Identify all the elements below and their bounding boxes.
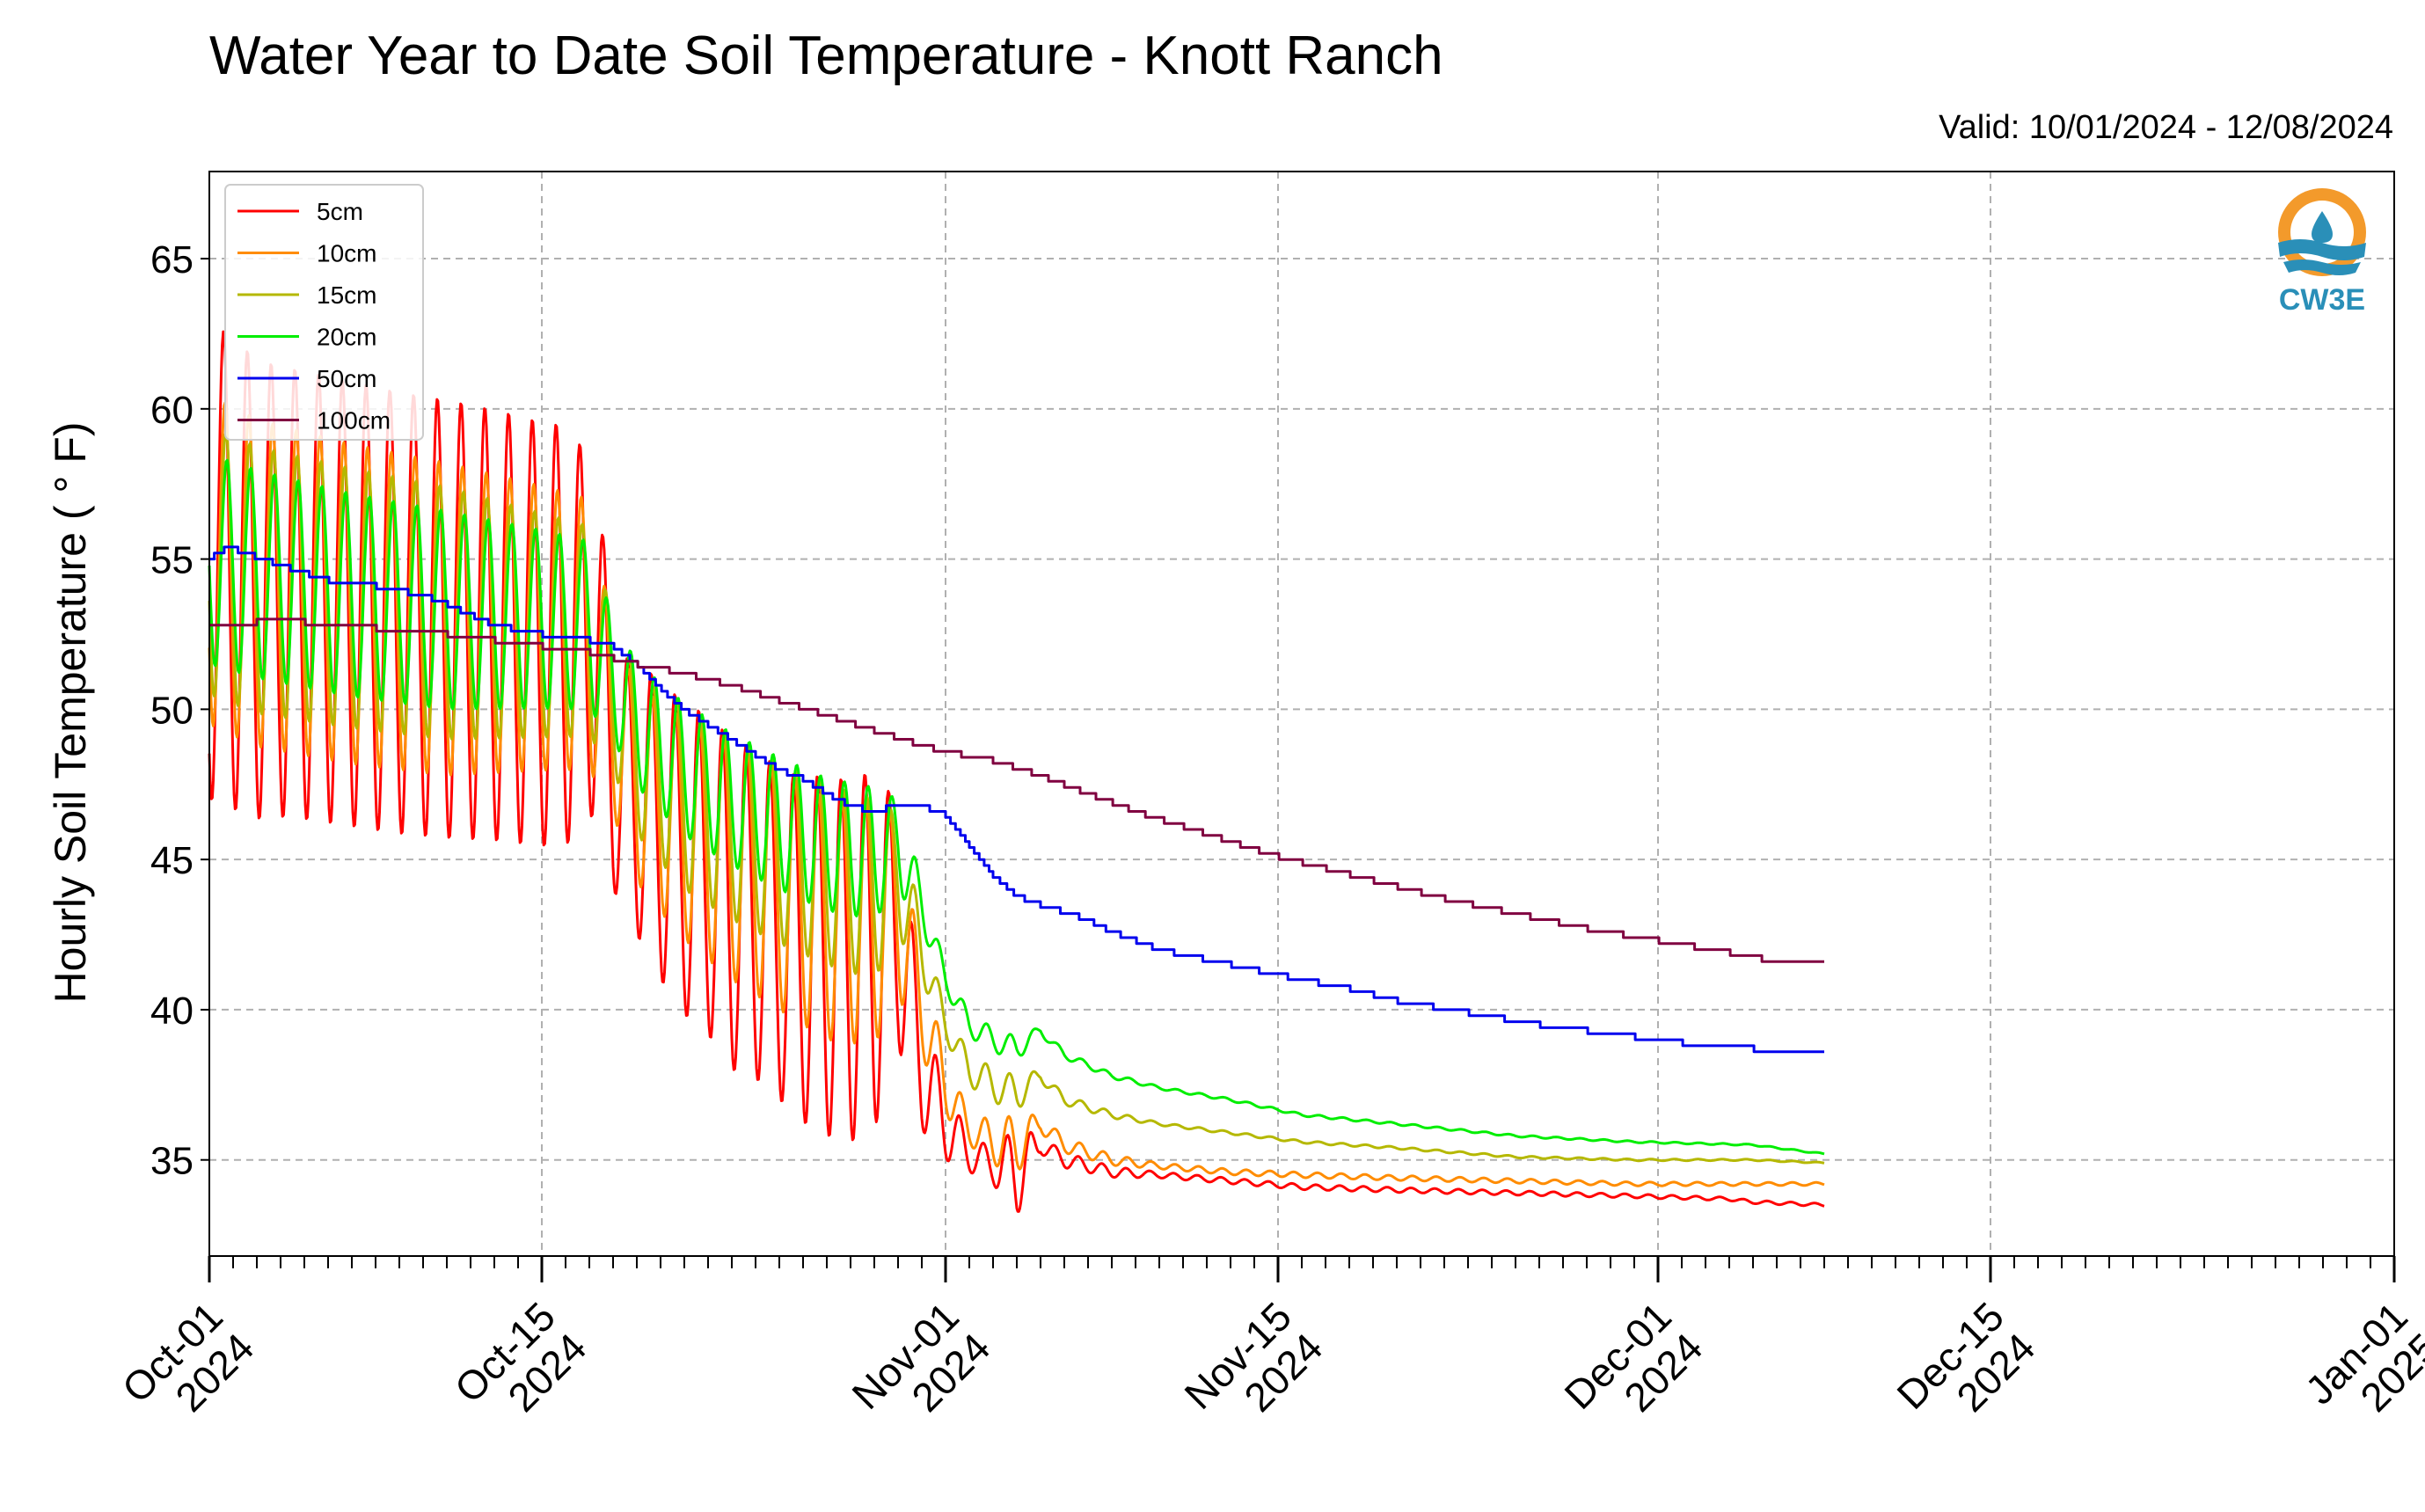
legend-label: 5cm [317,198,363,225]
y-tick-label: 40 [150,990,194,1033]
logo-text: CW3E [2278,283,2366,317]
plot-frame [208,171,2395,1257]
y-tick-label: 45 [150,839,194,882]
y-tick-label: 55 [150,539,194,582]
legend-label: 15cm [317,281,376,309]
legend-box [224,184,424,441]
valid-date-range: Valid: 10/01/2024 - 12/08/2024 [1939,109,2393,146]
legend-label: 50cm [317,365,376,392]
cw3e-logo: CW3E [2261,185,2384,325]
x-tick-label: Dec-152024 [1888,1293,2043,1449]
chart-title: Water Year to Date Soil Temperature - Kn… [209,26,1443,86]
y-tick-label: 60 [150,389,194,432]
x-tick-label: Oct-152024 [446,1293,595,1443]
grid-lines [208,172,2395,1256]
x-tick-label: Dec-012024 [1555,1293,1711,1449]
water-drop-icon [2278,188,2366,276]
legend-label: 10cm [317,240,376,267]
y-tick-label: 35 [150,1140,194,1183]
series-line-50cm [208,545,1825,1054]
series-lines [208,330,1825,1213]
x-tick-label: Oct-012024 [113,1293,263,1443]
x-tick-label: Jan-012025 [2297,1293,2425,1444]
series-line-100cm [208,617,1825,963]
series-line-20cm [208,458,1825,1156]
y-tick-label: 65 [150,238,194,281]
legend-label: 100cm [317,407,391,435]
x-tick-label: Nov-152024 [1175,1293,1331,1449]
legend-label: 20cm [317,324,376,351]
x-tick-label: Nov-012024 [843,1293,998,1449]
legend: 5cm 10cm 15cm 20cm 50cm 100cm [224,184,424,441]
y-tick-label: 50 [150,689,194,732]
